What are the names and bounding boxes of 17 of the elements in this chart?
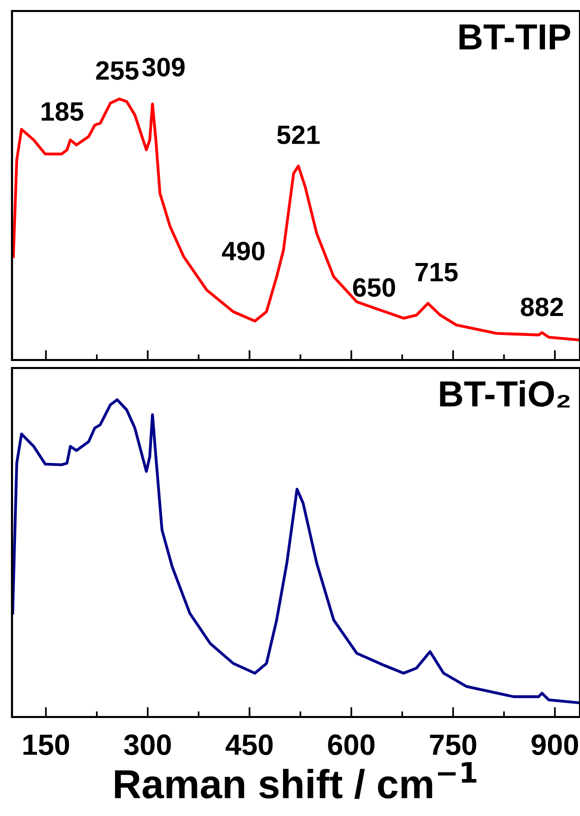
- x-tick-label: 600: [328, 734, 374, 756]
- x-tick-label: 300: [124, 734, 171, 756]
- annotation: 521: [277, 125, 320, 144]
- x-tick-label: 900: [532, 734, 578, 756]
- x-tick-label: 750: [430, 734, 476, 756]
- annotation: 185: [42, 102, 84, 121]
- annotation: 490: [222, 242, 264, 260]
- annotation: 309: [142, 58, 185, 77]
- x-tick-label: 150: [23, 734, 70, 756]
- chart-title: BT-TIP: [460, 24, 570, 50]
- annotation: 882: [520, 298, 563, 316]
- annotation: 650: [353, 278, 396, 297]
- annotation: 715: [415, 263, 458, 282]
- x-tick-label: 450: [226, 734, 273, 756]
- annotation: 255: [96, 61, 138, 80]
- x-axis-title: Raman shift / cm$^{−1}$: [115, 762, 476, 799]
- chart-title: BT-TiO₂: [440, 380, 570, 408]
